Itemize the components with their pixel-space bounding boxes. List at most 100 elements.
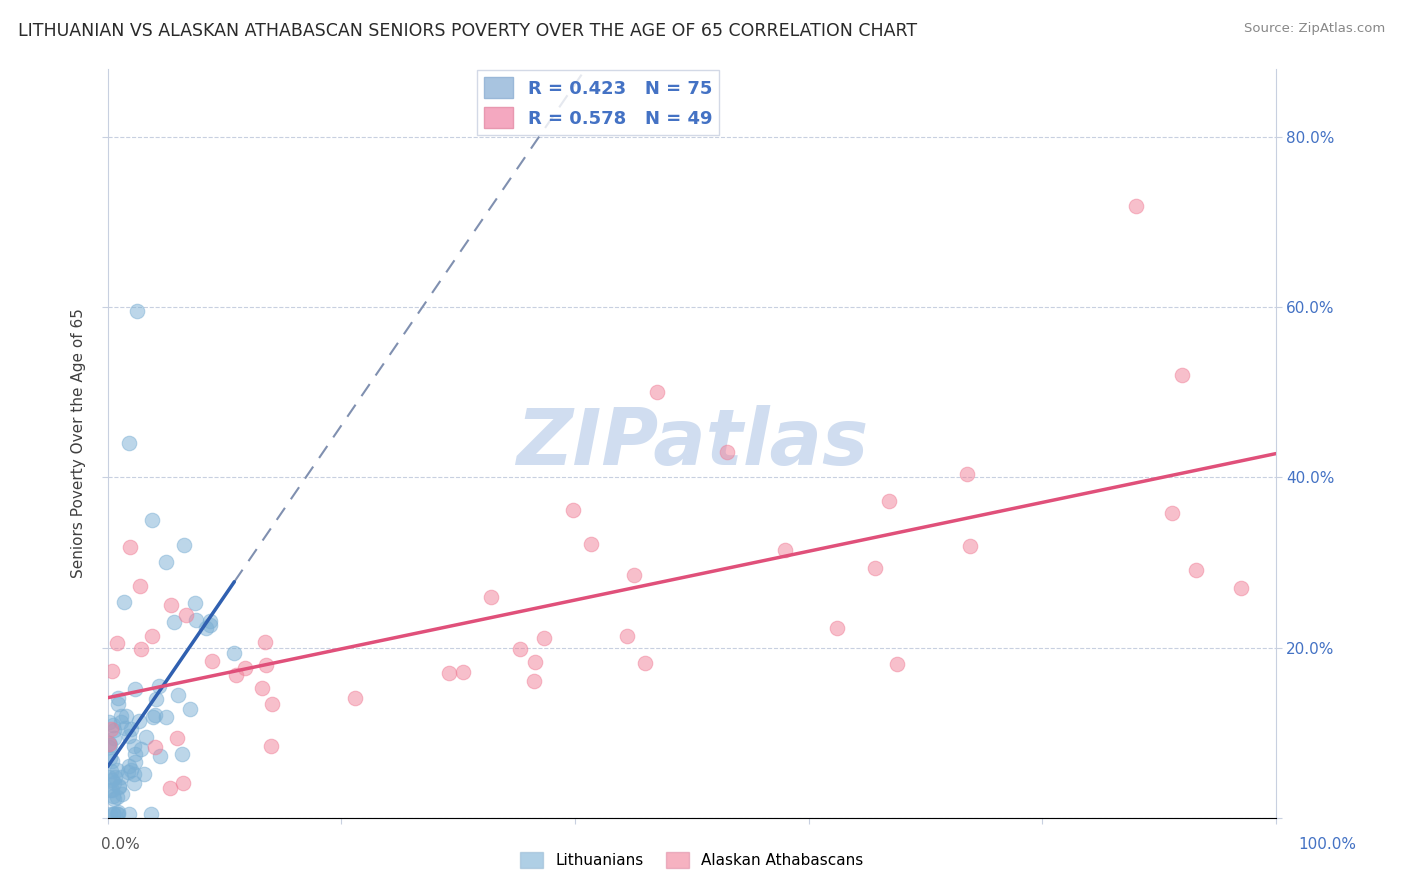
Point	[825, 621, 848, 635]
Point	[101, 664, 124, 678]
Point	[103, 789, 125, 803]
Point	[112, 595, 135, 609]
Point	[110, 770, 132, 784]
Point	[101, 806, 124, 821]
Point	[773, 542, 796, 557]
Point	[107, 806, 129, 821]
Point	[260, 739, 283, 753]
Point	[105, 636, 128, 650]
Point	[107, 805, 129, 820]
Point	[959, 539, 981, 553]
Point	[183, 596, 205, 610]
Point	[128, 714, 150, 729]
Point	[122, 775, 145, 789]
Point	[956, 467, 979, 481]
Point	[453, 665, 475, 679]
Point	[104, 770, 127, 784]
Point	[100, 722, 122, 736]
Point	[225, 668, 247, 682]
Point	[155, 710, 177, 724]
Point	[524, 655, 547, 669]
Point	[103, 792, 125, 806]
Point	[101, 718, 124, 732]
Point	[120, 722, 142, 736]
Point	[105, 789, 128, 804]
Point	[623, 568, 645, 582]
Point	[141, 806, 163, 821]
Point	[250, 681, 273, 696]
Point	[103, 776, 125, 790]
Point	[172, 776, 194, 790]
Point	[125, 304, 148, 318]
Point	[634, 656, 657, 670]
Point	[118, 540, 141, 554]
Point	[173, 538, 195, 552]
Point	[262, 698, 284, 712]
Point	[1230, 581, 1253, 595]
Text: LITHUANIAN VS ALASKAN ATHABASCAN SENIORS POVERTY OVER THE AGE OF 65 CORRELATION : LITHUANIAN VS ALASKAN ATHABASCAN SENIORS…	[18, 22, 917, 40]
Point	[98, 750, 121, 764]
Point	[343, 691, 366, 706]
Point	[101, 773, 124, 788]
Point	[132, 766, 155, 780]
Point	[110, 708, 132, 723]
Point	[101, 755, 124, 769]
Point	[166, 731, 188, 746]
Point	[479, 591, 502, 605]
Point	[167, 689, 190, 703]
Point	[233, 661, 256, 675]
Point	[886, 657, 908, 672]
Point	[135, 731, 157, 745]
Y-axis label: Seniors Poverty Over the Age of 65: Seniors Poverty Over the Age of 65	[72, 309, 86, 578]
Point	[98, 782, 121, 797]
Point	[561, 503, 583, 517]
Point	[103, 731, 125, 745]
Point	[1161, 506, 1184, 520]
Point	[1125, 199, 1147, 213]
Point	[105, 806, 128, 821]
Point	[124, 767, 146, 781]
Point	[129, 641, 152, 656]
Point	[98, 738, 121, 752]
Point	[174, 607, 197, 622]
Point	[533, 632, 555, 646]
Point	[254, 658, 277, 673]
Point	[145, 691, 167, 706]
Point	[141, 629, 163, 643]
Point	[1185, 563, 1208, 577]
Point	[118, 759, 141, 773]
Point	[118, 436, 141, 450]
Point	[100, 806, 122, 821]
Point	[97, 736, 120, 750]
Text: 100.0%: 100.0%	[1299, 837, 1357, 852]
Point	[108, 780, 131, 795]
Point	[523, 674, 546, 689]
Point	[131, 742, 153, 756]
Point	[110, 714, 132, 729]
Point	[98, 739, 121, 754]
Point	[107, 691, 129, 706]
Point	[155, 556, 177, 570]
Point	[118, 806, 141, 821]
Point	[253, 634, 276, 648]
Point	[124, 739, 146, 753]
Text: Source: ZipAtlas.com: Source: ZipAtlas.com	[1244, 22, 1385, 36]
Point	[877, 493, 900, 508]
Point	[107, 780, 129, 794]
Text: ZIPatlas: ZIPatlas	[516, 405, 868, 481]
Point	[141, 513, 163, 527]
Point	[581, 537, 603, 551]
Point	[162, 615, 184, 630]
Point	[198, 614, 221, 628]
Point	[195, 621, 218, 635]
Point	[129, 579, 152, 593]
Point	[105, 763, 128, 777]
Text: 0.0%: 0.0%	[101, 837, 141, 852]
Point	[111, 787, 134, 801]
Point	[201, 654, 224, 668]
Point	[159, 781, 181, 796]
Point	[118, 729, 141, 743]
Point	[97, 737, 120, 751]
Point	[97, 715, 120, 730]
Point	[103, 806, 125, 821]
